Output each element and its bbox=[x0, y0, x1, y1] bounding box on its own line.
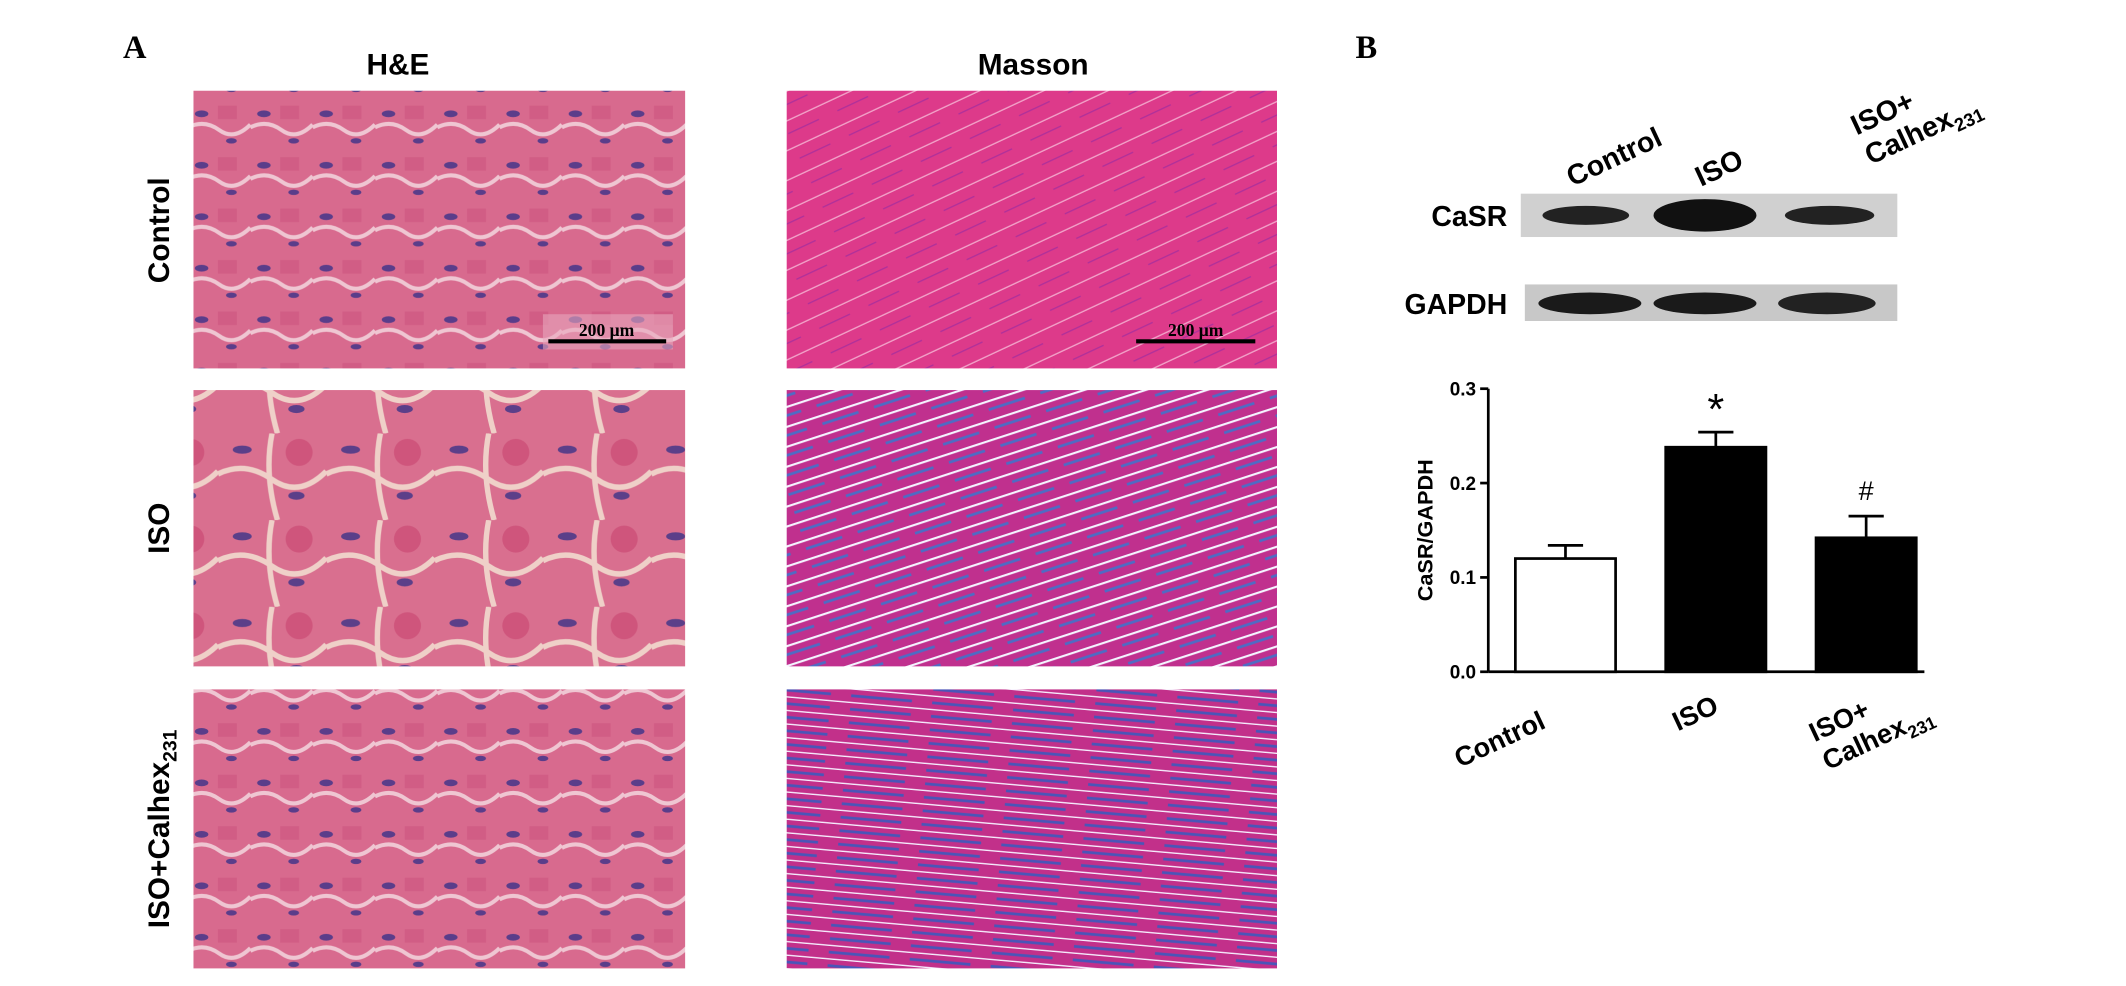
bar bbox=[1514, 557, 1617, 674]
row-label-part: 231 bbox=[160, 729, 182, 762]
row-label: ISO bbox=[143, 503, 176, 554]
he-calhex-image bbox=[193, 689, 686, 969]
lane-label-part: ISO bbox=[1690, 144, 1748, 194]
band bbox=[1538, 292, 1642, 315]
lane-label-part: Control bbox=[1562, 122, 1667, 194]
row-label: Control bbox=[143, 177, 176, 283]
lane-label: Control bbox=[1562, 122, 1667, 194]
scale-bar-label: 200 μm bbox=[579, 320, 635, 340]
western-blot bbox=[1520, 193, 1898, 321]
x-tick-label-part: Control bbox=[1449, 705, 1549, 774]
masson-iso-image bbox=[786, 390, 1277, 667]
column-title: H&E bbox=[367, 48, 430, 81]
he-iso-image bbox=[193, 390, 686, 667]
row-label-part: ISO+Calhex bbox=[143, 761, 176, 928]
y-tick-label: 0.3 bbox=[1450, 379, 1476, 400]
lane-label: ISO bbox=[1690, 144, 1748, 194]
row-label-part: ISO bbox=[143, 503, 176, 554]
masson-calhex-image bbox=[786, 689, 1277, 969]
significance-mark: # bbox=[1859, 475, 1874, 506]
row-label-part: Control bbox=[143, 177, 176, 283]
band bbox=[1653, 292, 1757, 315]
band bbox=[1784, 205, 1875, 225]
y-tick-label: 0.0 bbox=[1450, 663, 1476, 684]
x-tick-label: ISO bbox=[1667, 689, 1722, 737]
band bbox=[1778, 292, 1876, 315]
scale-bg bbox=[542, 314, 673, 350]
band bbox=[1542, 205, 1630, 225]
bar bbox=[1664, 445, 1768, 674]
x-tick-label: ISO+Calhex231 bbox=[1804, 670, 1940, 781]
panel-label: A bbox=[123, 30, 147, 66]
row-label: ISO+Calhex231 bbox=[143, 729, 181, 928]
blot-label: GAPDH bbox=[1405, 289, 1508, 321]
x-tick-label-part: ISO bbox=[1667, 689, 1722, 737]
panel-label: B bbox=[1356, 30, 1378, 66]
y-tick-label: 0.2 bbox=[1450, 474, 1476, 495]
bar bbox=[1814, 536, 1918, 674]
significance-mark: * bbox=[1707, 386, 1724, 434]
histology-images bbox=[193, 90, 1277, 969]
band bbox=[1653, 199, 1757, 232]
masson-control-image bbox=[786, 90, 1277, 369]
column-title: Masson bbox=[978, 48, 1089, 81]
y-tick-label: 0.1 bbox=[1450, 568, 1477, 589]
blot-label: CaSR bbox=[1431, 201, 1507, 233]
x-tick-label: Control bbox=[1449, 705, 1549, 774]
lane-label: ISO+Calhex231 bbox=[1846, 60, 1988, 175]
scale-bar-label: 200 μm bbox=[1168, 320, 1224, 340]
y-axis-label: CaSR/GAPDH bbox=[1413, 459, 1438, 601]
